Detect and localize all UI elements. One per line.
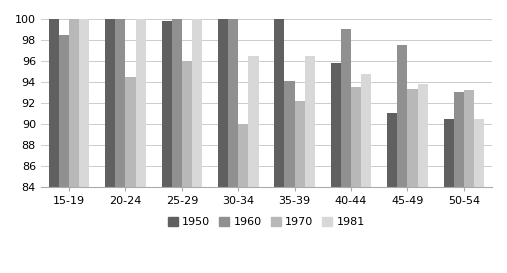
Bar [444, 119, 454, 187]
Bar [115, 19, 125, 187]
Bar [305, 56, 315, 187]
Bar [351, 87, 361, 187]
Bar [387, 113, 397, 187]
Bar [79, 19, 89, 187]
Bar [474, 119, 484, 187]
Bar [408, 89, 418, 187]
Bar [331, 63, 341, 187]
Bar [125, 77, 135, 187]
Bar [238, 124, 248, 187]
Bar [464, 90, 474, 187]
Bar [295, 101, 305, 187]
Bar [192, 19, 202, 187]
Bar [49, 19, 59, 187]
Bar [248, 56, 259, 187]
Bar [218, 19, 228, 187]
Bar [69, 19, 79, 187]
Bar [341, 29, 351, 187]
Bar [361, 73, 371, 187]
Bar [182, 61, 192, 187]
Bar [162, 21, 172, 187]
Bar [284, 81, 295, 187]
Bar [59, 35, 69, 187]
Bar [274, 19, 284, 187]
Bar [397, 45, 408, 187]
Bar [172, 19, 182, 187]
Bar [454, 93, 464, 187]
Bar [228, 19, 238, 187]
Bar [418, 84, 428, 187]
Legend: 1950, 1960, 1970, 1981: 1950, 1960, 1970, 1981 [163, 213, 370, 232]
Bar [135, 19, 146, 187]
Bar [105, 19, 115, 187]
